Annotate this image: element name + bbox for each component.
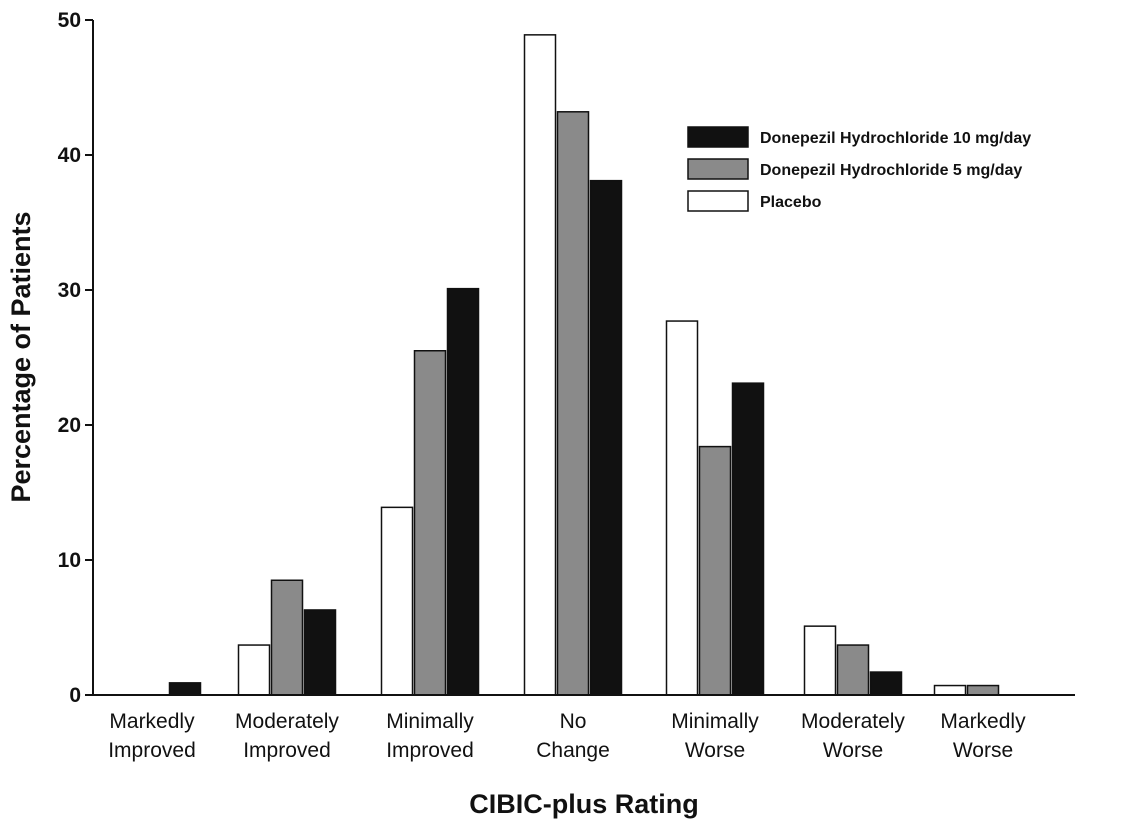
bars-group [168, 34, 1000, 696]
y-tick-label: 10 [58, 549, 81, 572]
category-label: Improved [243, 739, 331, 762]
bar-donepezil-5mg-6 [966, 684, 1000, 696]
bar-placebo-5 [803, 625, 837, 696]
bar-donepezil-5mg-5 [836, 644, 870, 696]
legend-swatch [687, 158, 749, 180]
bar-donepezil-10mg-1 [303, 609, 337, 696]
legend-swatch [687, 190, 749, 212]
bar-donepezil-10mg-4 [731, 382, 765, 696]
bar-donepezil-5mg-3 [556, 111, 590, 696]
y-tick-label: 40 [58, 144, 81, 167]
bar-placebo-2 [380, 506, 414, 696]
category-label: Minimally [386, 710, 474, 733]
category-label: Change [536, 739, 610, 762]
x-axis-title: CIBIC-plus Rating [469, 789, 699, 819]
category-label: Markedly [940, 710, 1026, 733]
bar-donepezil-10mg-2 [446, 287, 480, 696]
bar-donepezil-5mg-1 [270, 579, 304, 696]
category-label: Minimally [671, 710, 759, 733]
bar-placebo-1 [237, 644, 271, 696]
category-label: Moderately [235, 710, 339, 733]
y-tick-label: 0 [69, 684, 81, 707]
y-tick-label: 50 [58, 9, 81, 32]
category-label: Worse [823, 739, 883, 762]
legend-label: Placebo [760, 194, 822, 211]
category-label: Worse [953, 739, 1013, 762]
legend-label: Donepezil Hydrochloride 10 mg/day [760, 130, 1031, 147]
category-label: Improved [108, 739, 196, 762]
legend: Donepezil Hydrochloride 10 mg/day Donepez… [687, 126, 1031, 212]
category-label: Improved [386, 739, 474, 762]
bar-donepezil-10mg-3 [589, 179, 623, 696]
bar-donepezil-5mg-2 [413, 350, 447, 696]
legend-label: Donepezil Hydrochloride 5 mg/day [760, 162, 1022, 179]
bar-donepezil-5mg-4 [698, 445, 732, 696]
bar-placebo-3 [523, 34, 557, 696]
category-label: No [560, 710, 587, 733]
bar-donepezil-10mg-0 [168, 682, 202, 696]
axes-group [92, 20, 1075, 696]
category-label: Markedly [109, 710, 195, 733]
bar-placebo-6 [933, 684, 967, 696]
bar-donepezil-10mg-5 [869, 671, 903, 696]
category-label: Worse [685, 739, 745, 762]
y-tick-label: 20 [58, 414, 81, 437]
y-ticks-group: 0 10 20 30 40 50 [58, 9, 93, 707]
bar-placebo-4 [665, 320, 699, 696]
y-axis-title: Percentage of Patients [6, 211, 36, 502]
y-tick-label: 30 [58, 279, 81, 302]
legend-swatch [687, 126, 749, 148]
category-labels-group: Markedly Improved Moderately Improved Minima… [108, 710, 1026, 762]
category-label: Moderately [801, 710, 905, 733]
